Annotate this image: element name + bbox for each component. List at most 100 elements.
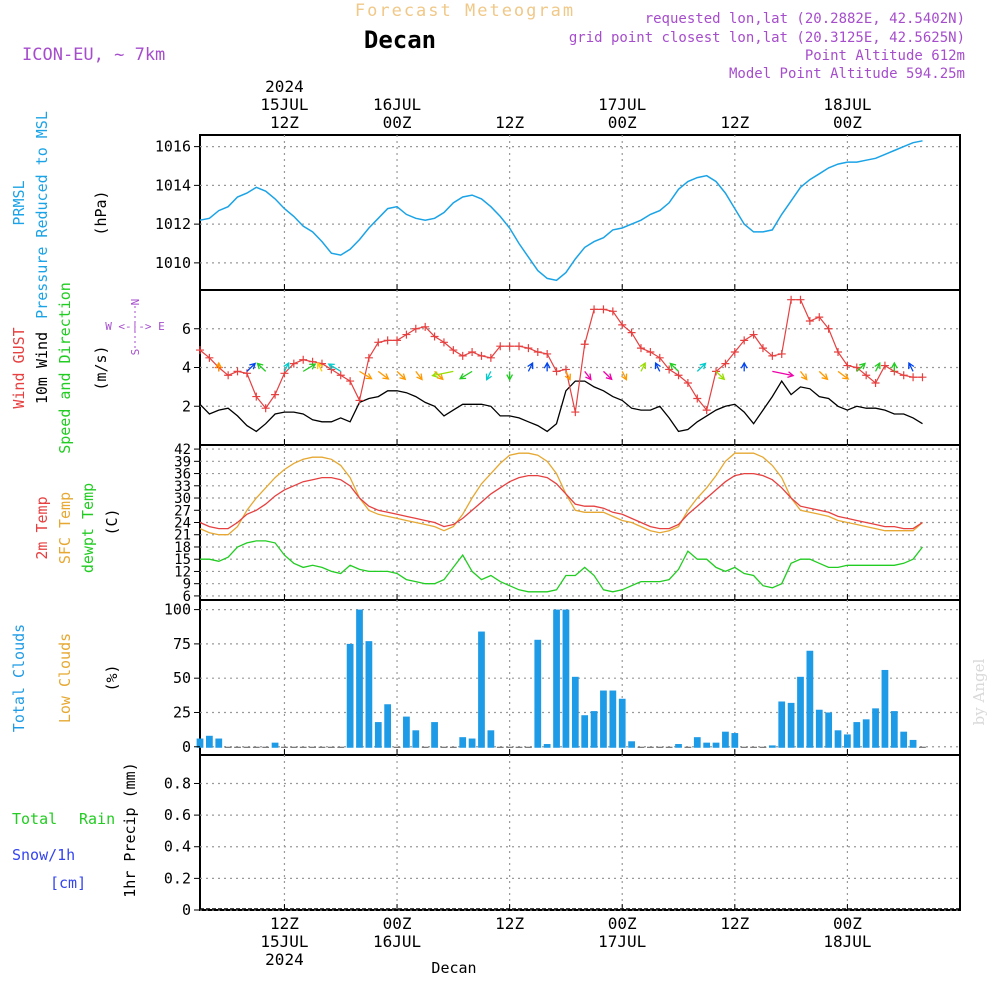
pressure-tick-label: 1012 (155, 215, 191, 233)
wind-arrow-shaft (621, 371, 627, 380)
wind-arrow-shaft (874, 362, 881, 372)
pressure-tick-label: 1014 (155, 176, 191, 194)
wind-arrow-head (669, 362, 677, 370)
gust-point (796, 295, 805, 304)
wind-arrow-head (821, 373, 829, 381)
total-cloud-bar (797, 676, 804, 748)
wind-arrow-head (506, 374, 514, 382)
gust-point (486, 353, 495, 362)
gust-point (880, 361, 889, 370)
gust-point (674, 371, 683, 380)
total-cloud-bar (862, 719, 870, 748)
wind-arrow-shaft (715, 370, 725, 380)
total-cloud-bar (571, 676, 579, 748)
wind-arrow-shaft (856, 363, 866, 372)
wind-direction-arrow (316, 361, 324, 372)
wind-direction-arrow (506, 371, 514, 382)
total-cloud-bar (825, 712, 833, 748)
temperature-tick-label: 39 (174, 454, 191, 470)
pressure-panel-frame (199, 134, 961, 291)
total-cloud-bar (787, 702, 795, 748)
time-label-top: 2024 (265, 77, 304, 96)
gust-point (815, 313, 824, 322)
wind-label-10m: 10m Wind (33, 332, 51, 404)
total-cloud-bar (881, 669, 889, 748)
wind-direction-arrow (799, 370, 808, 381)
temp-label-dewpt: dewpt Temp (79, 483, 97, 573)
gust-point (712, 367, 721, 376)
clouds-tick-label: 100 (164, 601, 191, 619)
wind-arrow-shaft (432, 370, 454, 377)
wind-arrow-shaft (328, 363, 342, 372)
wind-arrow-head (382, 373, 390, 380)
temp-label-2m: 2m Temp (33, 496, 51, 559)
gust-point (730, 348, 739, 356)
temperature-tick-label: 15 (174, 552, 191, 568)
wind-direction-arrow (256, 362, 267, 372)
temp-dewpt-line (200, 540, 924, 593)
time-label-top: 12Z (495, 113, 524, 132)
temp-sfc-line (199, 452, 923, 536)
temperature-tick-label: 24 (174, 516, 191, 532)
gust-point (233, 367, 242, 376)
gust-point (683, 379, 692, 387)
precip-label-rain: Rain (79, 810, 115, 828)
gust-point (787, 295, 796, 304)
precip-label-cm: [cm] (50, 874, 86, 892)
gust-point (852, 363, 861, 372)
temperature-tick-label: 6 (183, 589, 191, 605)
gust-point (618, 320, 627, 329)
wind-arrow-shaft (655, 362, 661, 372)
total-cloud-bar (872, 708, 879, 748)
wind-arrow-shaft (359, 370, 372, 380)
total-cloud-bar (534, 639, 542, 748)
total-cloud-bar (768, 745, 776, 748)
precip-tick-label: 0.2 (164, 869, 191, 887)
gust-point (646, 348, 655, 356)
total-cloud-bar (543, 744, 551, 748)
wind-arrow-head (527, 361, 534, 370)
clouds-label-total: Total Clouds (10, 624, 28, 732)
gust-point (608, 307, 617, 316)
gust-point (636, 344, 645, 353)
gust-point (515, 342, 524, 351)
grid-layer (200, 135, 960, 911)
axis-layer: 202415JUL12Z12Z15JUL202416JUL00Z00Z16JUL… (155, 77, 872, 969)
temperature-tick-label: 27 (174, 503, 191, 519)
wind-arrow-head (365, 373, 373, 380)
wind-arrow-head (431, 371, 439, 378)
wind-direction-arrow (302, 363, 317, 372)
gust-point (205, 353, 214, 362)
gust-point (402, 330, 411, 339)
total-cloud-bar (890, 711, 898, 748)
footer-location: Decan (431, 959, 476, 977)
total-cloud-bar (384, 704, 392, 748)
pressure-tick-label: 1010 (155, 254, 191, 272)
precip-tick-label: 0 (182, 901, 191, 919)
wind-arrow-shaft (415, 370, 423, 380)
total-cloud-bar (553, 609, 560, 748)
wind-arrow-shaft (302, 363, 316, 372)
total-cloud-bar (722, 731, 729, 748)
gust-point (571, 408, 580, 417)
gust-point (843, 361, 852, 370)
clouds-ylabel: (%) (103, 664, 121, 691)
wind-direction-arrow (543, 361, 551, 372)
wind-direction-arrow (603, 370, 613, 381)
clouds-panel-frame (199, 599, 961, 756)
total-cloud-bar (909, 739, 917, 748)
chart-subtitle: Forecast Meteogram (355, 1, 575, 21)
total-cloud-bar (703, 742, 711, 748)
wind-arrow-head (215, 361, 223, 369)
wind-arrow-shaft (527, 362, 534, 372)
wind-direction-arrow (818, 370, 829, 381)
gust-point (261, 404, 270, 413)
wind-arrow-shaft (283, 362, 290, 372)
time-label-top: 00Z (833, 113, 862, 132)
wind-direction-arrow (890, 361, 898, 372)
total-cloud-bar (834, 730, 842, 748)
wind-direction-arrow (415, 370, 423, 381)
wind-arrow-head (842, 373, 850, 380)
wind-arrow-shaft (696, 363, 706, 372)
